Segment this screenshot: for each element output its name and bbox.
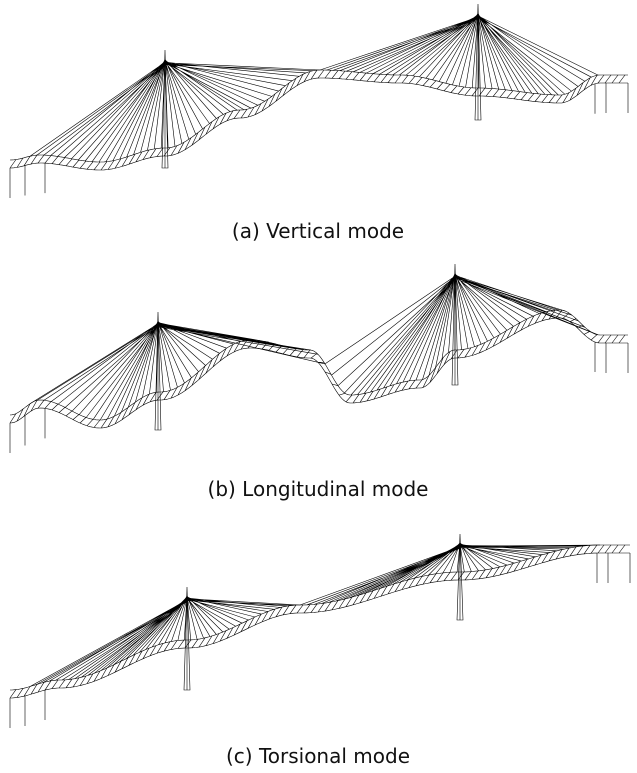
deck-hatch <box>10 545 625 698</box>
caption: (b) Longitudinal mode <box>208 477 429 501</box>
caption: (c) Torsional mode <box>226 744 410 768</box>
figure: (a) Vertical mode (b) Longitudinal mode … <box>0 0 637 773</box>
pier <box>10 83 628 198</box>
cables <box>30 320 325 420</box>
pier <box>10 553 630 728</box>
cables <box>320 12 598 95</box>
deck-edge <box>10 545 630 690</box>
deck-edge <box>10 310 628 420</box>
deck-edge <box>10 553 630 698</box>
caption: (a) Vertical mode <box>232 219 404 243</box>
cables <box>325 272 598 395</box>
bridge-drawings <box>10 4 630 728</box>
deck-edge <box>10 318 628 428</box>
deck-hatch <box>10 70 625 170</box>
cables <box>30 595 300 686</box>
deck-edge <box>10 70 628 162</box>
